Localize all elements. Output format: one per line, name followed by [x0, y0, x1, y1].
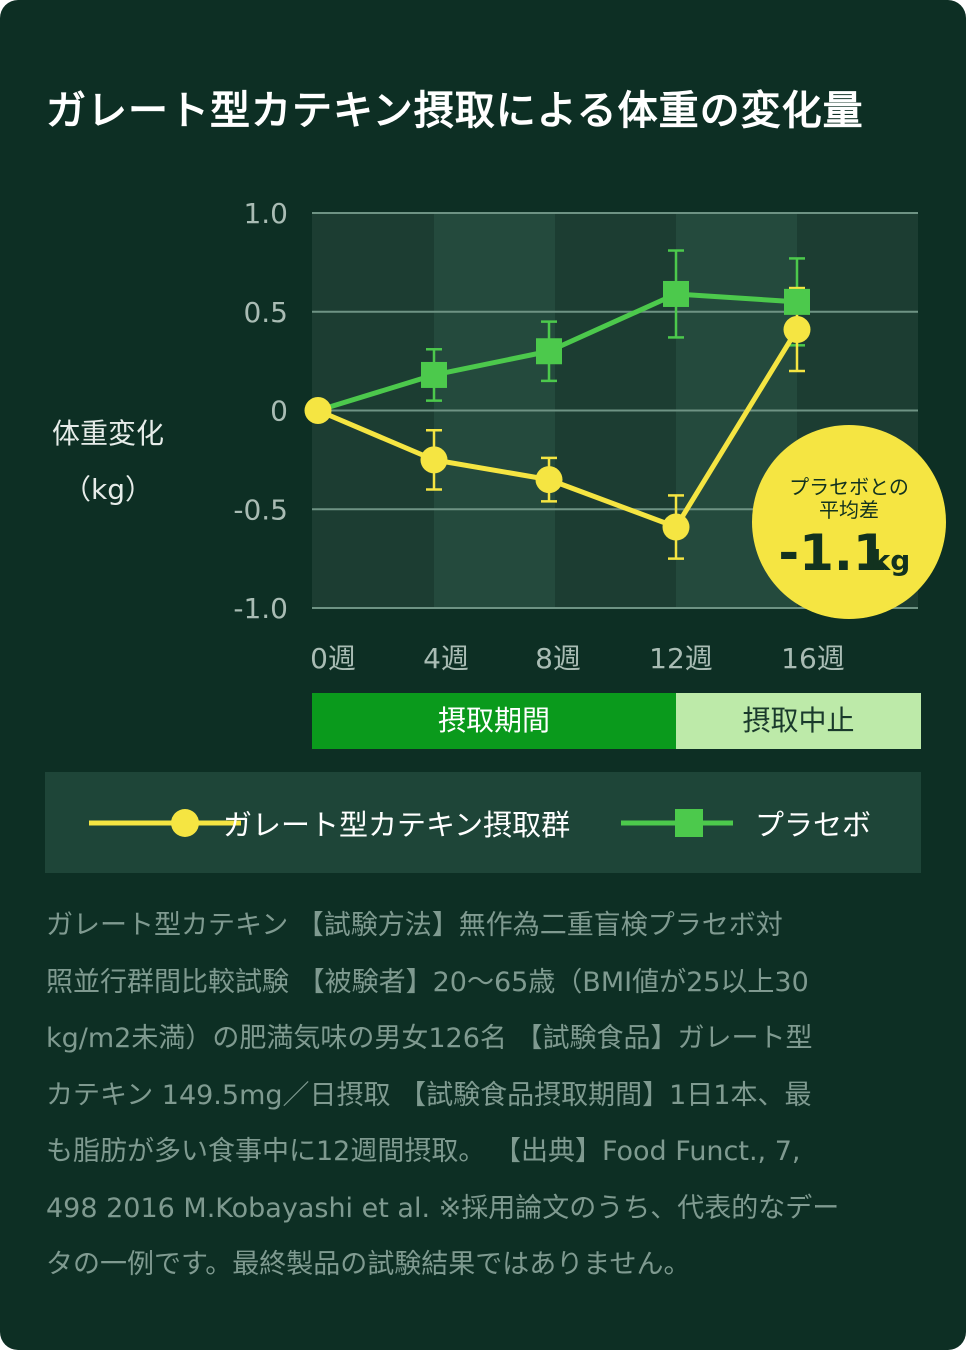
placebo-marker	[536, 338, 562, 365]
y-tick-label: -1.0	[233, 592, 288, 625]
y-axis-label-line1: 体重変化	[51, 417, 164, 450]
y-tick-label: 1.0	[243, 197, 288, 230]
catechin-marker	[420, 446, 448, 474]
y-tick-label: 0	[270, 395, 288, 428]
placebo-marker	[663, 280, 689, 307]
x-tick-label: 16週	[781, 642, 845, 675]
note-line: 498 2016 M.Kobayashi et al. ※採用論文のうち、代表的…	[46, 1192, 840, 1224]
chart-title: ガレート型カテキン摂取による体重の変化量	[46, 88, 864, 134]
legend-catechin-label: ガレート型カテキン摂取群	[223, 808, 571, 842]
phase-stop-bar: 摂取中止	[676, 693, 921, 749]
note-line: kg/m2未満）の肥満気味の男女126名 【試験食品】ガレート型	[46, 1023, 813, 1054]
catechin-marker	[304, 397, 332, 424]
y-axis-label-line2: （kg）	[63, 473, 153, 506]
difference-badge-line2: 平均差	[819, 498, 879, 522]
note-line: 照並行群間比較試験 【被験者】20～65歳（BMI値が25以上30	[46, 966, 809, 998]
note-line: タの一例です。最終製品の試験結果ではありません。	[46, 1249, 691, 1280]
catechin-marker	[662, 513, 690, 541]
note-line: ガレート型カテキン 【試験方法】無作為二重盲検プラセボ対	[46, 910, 783, 941]
x-tick-label: 0週	[310, 642, 356, 675]
legend-placebo-label: プラセボ	[755, 808, 872, 842]
x-tick-label: 4週	[423, 642, 469, 675]
difference-badge-value: -1.1	[778, 524, 887, 582]
study-notes: ガレート型カテキン 【試験方法】無作為二重盲検プラセボ対 照並行群間比較試験 【被…	[46, 898, 926, 1294]
phase-intake-bar: 摂取期間	[312, 693, 676, 749]
note-line: も脂肪が多い食事中に12週間摂取。 【出典】Food Funct., 7,	[46, 1136, 801, 1167]
legend: ガレート型カテキン摂取群 プラセボ	[45, 772, 921, 873]
note-line: カテキン 149.5mg／日摂取 【試験食品摂取期間】1日1本、最	[46, 1079, 812, 1111]
y-axis-label: 体重変化 （kg）	[30, 406, 186, 518]
legend-catechin-swatch	[89, 809, 241, 837]
y-tick-label: 0.5	[243, 296, 288, 329]
catechin-marker	[783, 316, 811, 344]
x-tick-label: 8週	[535, 642, 581, 675]
y-tick-label: -0.5	[233, 493, 288, 526]
placebo-marker	[421, 361, 447, 388]
legend-item-catechin: ガレート型カテキン摂取群	[45, 772, 605, 873]
x-tick-label: 12週	[649, 642, 713, 675]
difference-badge-line1: プラセボとの	[789, 475, 909, 499]
legend-placebo-swatch	[621, 809, 733, 837]
legend-item-placebo: プラセボ	[605, 772, 921, 873]
catechin-marker	[535, 466, 563, 494]
difference-badge-unit: kg	[872, 544, 911, 577]
difference-badge	[752, 425, 946, 619]
line-chart: 1.0 0.5 0 -0.5 -1.0 0週 4週 8週 12週 16週 プラセボとの平均差-1.1…	[233, 197, 946, 675]
placebo-marker	[784, 288, 810, 315]
